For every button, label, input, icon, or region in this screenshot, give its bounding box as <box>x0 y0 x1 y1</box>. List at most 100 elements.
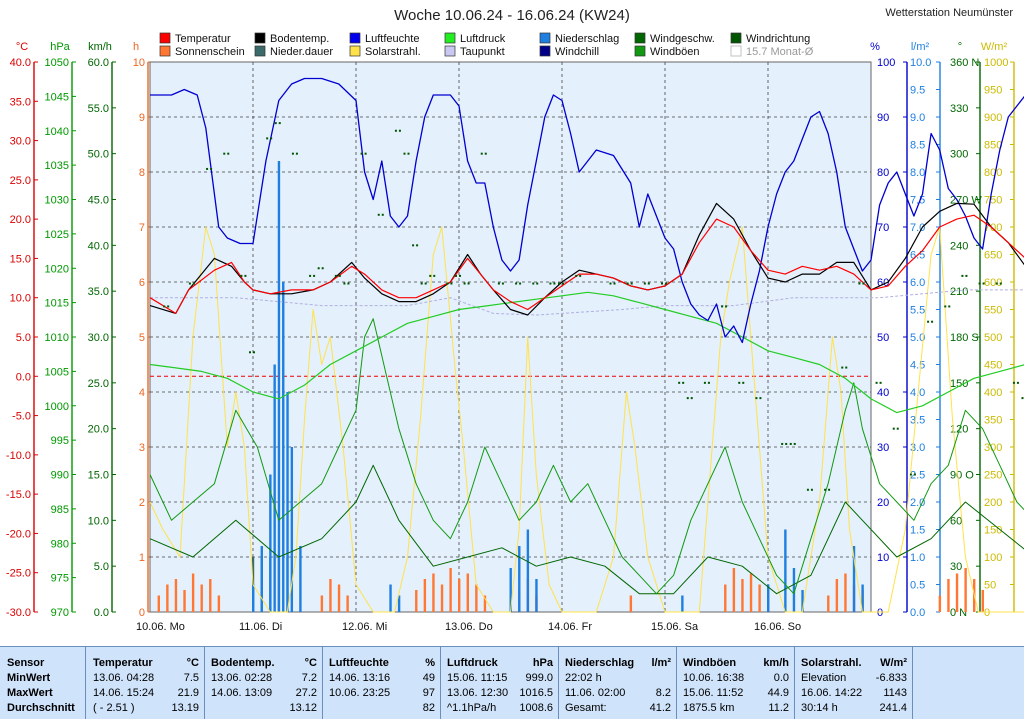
sunshine-bar <box>732 568 736 612</box>
stats-avg-value: 41.2 <box>649 702 671 714</box>
stats-max-label: MaxWert <box>7 687 53 699</box>
wind-direction-dot <box>682 381 685 384</box>
left-axis-label-0: 20.0 <box>10 214 31 226</box>
x-axis-label-3: 13.06. Do <box>445 621 493 633</box>
wind-direction-dot <box>810 488 813 491</box>
wind-direction-dot <box>793 442 796 445</box>
wind-direction-dot <box>892 427 895 430</box>
left-axis-label-0: -30.0 <box>6 607 31 619</box>
precip-bar <box>273 364 276 612</box>
left-axis-label-0: -25.0 <box>6 568 31 580</box>
stats-min-time: 13.06. 02:28 <box>211 672 273 684</box>
wind-direction-dot <box>309 274 312 277</box>
legend-swatch-8 <box>254 45 266 57</box>
stats-max-time: 14.06. 15:24 <box>93 687 155 699</box>
sunshine-bar <box>200 584 203 612</box>
wind-direction-dot <box>785 442 788 445</box>
chart-title: Woche 10.06.24 - 16.06.24 (KW24) <box>394 7 630 24</box>
wind-direction-dot <box>879 381 882 384</box>
wind-direction-dot <box>781 442 784 445</box>
stats-avg-value: 13.12 <box>289 702 317 714</box>
wind-direction-dot <box>394 129 397 132</box>
legend-label-0: Temperatur <box>175 33 231 45</box>
sunshine-bar <box>174 579 178 612</box>
wind-direction-dot <box>806 488 809 491</box>
wind-direction-dot <box>742 381 745 384</box>
left-axis-label-0: 35.0 <box>10 96 31 108</box>
wind-direction-dot <box>360 152 363 155</box>
right-axis-unit-3: W/m² <box>981 41 1008 53</box>
wind-direction-dot <box>875 381 878 384</box>
precip-bar <box>397 595 401 612</box>
wind-direction-dot <box>789 442 792 445</box>
precip-bar <box>299 546 302 612</box>
right-axis-unit-1: l/m² <box>911 41 930 53</box>
right-axis-label-3: 150 <box>984 525 1002 537</box>
wind-direction-dot <box>858 282 861 285</box>
stats-max-value: 21.9 <box>177 687 199 699</box>
right-axis-label-1: 5.0 <box>910 332 925 344</box>
stats-max-value: 97 <box>422 687 435 699</box>
wind-direction-dot <box>961 274 964 277</box>
wind-direction-dot <box>377 213 380 216</box>
wind-direction-dot <box>398 129 401 132</box>
left-axis-label-1: 1025 <box>45 229 69 241</box>
x-axis-label-4: 14.06. Fr <box>548 621 592 633</box>
sunshine-bar <box>449 568 452 612</box>
wind-direction-dot <box>446 282 449 285</box>
sunshine-bar <box>835 579 839 612</box>
stats-max-value: 1016.5 <box>519 687 553 699</box>
wind-direction-dot <box>424 282 427 285</box>
precip-bar <box>792 568 796 612</box>
temperature-line <box>149 214 1024 314</box>
stats-avg-time: 1875.5 km <box>683 702 735 714</box>
wind-direction-dot <box>223 152 226 155</box>
left-axis-label-3: 10 <box>133 57 145 69</box>
right-axis-label-0: 30 <box>877 442 889 454</box>
wind-direction-dot <box>295 152 298 155</box>
wind-direction-dot <box>192 282 195 285</box>
right-axis-label-0: 70 <box>877 222 889 234</box>
stats-min-value: 7.2 <box>301 672 317 684</box>
wind-direction-dot <box>244 274 247 277</box>
right-axis-label-3: 600 <box>984 277 1002 289</box>
stats-section-unit: hPa <box>532 657 553 669</box>
stats-header-column <box>0 647 86 719</box>
wind-direction-dot <box>167 305 170 308</box>
left-axis-label-2: 30.0 <box>88 332 109 344</box>
right-axis-label-1: 0.0 <box>910 607 925 619</box>
left-axis-label-1: 1020 <box>45 263 69 275</box>
right-axis-label-3: 400 <box>984 387 1002 399</box>
legend-swatch-7 <box>159 45 171 57</box>
legend-swatch-13 <box>730 45 742 57</box>
stats-min-value: 49 <box>422 672 435 684</box>
wind-direction-dot <box>948 305 951 308</box>
solar-radiation-line <box>149 226 1024 613</box>
right-axis-label-3: 250 <box>984 470 1002 482</box>
right-axis-label-1: 1.0 <box>910 552 925 564</box>
right-axis-label-2: 0 N <box>950 607 967 619</box>
right-axis-label-2: 210 <box>950 286 968 298</box>
sunshine-bar <box>217 595 221 612</box>
sunshine-bar <box>209 579 212 612</box>
legend-label-1: Bodentemp. <box>270 33 329 45</box>
legend-swatch-10 <box>444 45 456 57</box>
stats-section-unit: % <box>425 657 435 669</box>
left-axis-label-0: 30.0 <box>10 136 31 148</box>
right-axis-label-3: 450 <box>984 360 1002 372</box>
left-axis-label-2: 20.0 <box>88 424 109 436</box>
left-axis-label-1: 990 <box>51 470 69 482</box>
stats-section-title: Luftdruck <box>447 657 498 669</box>
left-axis-label-3: 7 <box>139 222 145 234</box>
sunshine-bar <box>432 573 435 612</box>
sunshine-bar <box>191 573 195 612</box>
right-axis-label-3: 100 <box>984 552 1002 564</box>
wind-direction-dot <box>562 282 564 285</box>
wind-direction-dot <box>515 282 518 285</box>
stats-min-time: 13.06. 04:28 <box>93 672 155 684</box>
wind-direction-dot <box>575 274 578 277</box>
left-axis-label-0: 25.0 <box>10 175 31 187</box>
sunshine-bar <box>440 584 444 612</box>
right-axis-label-3: 800 <box>984 167 1002 179</box>
wind-direction-dot <box>755 397 758 400</box>
